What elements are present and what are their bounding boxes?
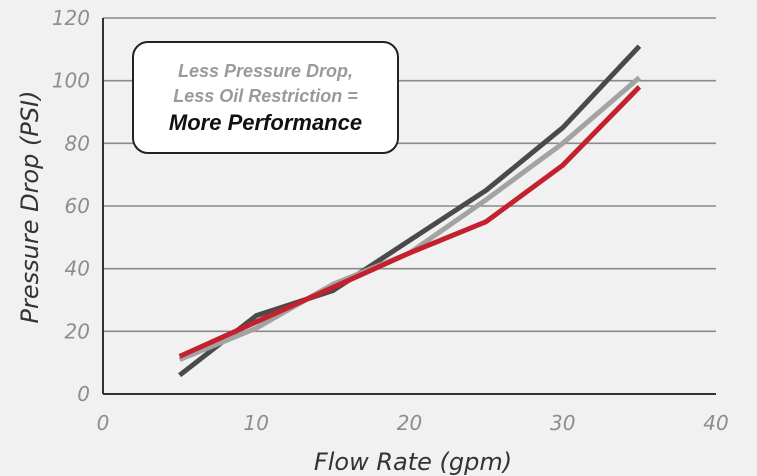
x-tick-label: 20 bbox=[397, 411, 422, 435]
y-tick-label: 80 bbox=[65, 131, 90, 155]
x-tick-labels: 0 10 20 30 40 bbox=[97, 411, 729, 435]
x-tick-label: 40 bbox=[703, 411, 728, 435]
data-series bbox=[178, 44, 642, 378]
series-line-1 bbox=[178, 44, 642, 378]
annotation-line-2: Less Oil Restriction = bbox=[173, 85, 358, 106]
x-axis-title: Flow Rate (gpm) bbox=[314, 448, 512, 476]
x-tick-label: 30 bbox=[550, 411, 575, 435]
series-line-3 bbox=[178, 85, 642, 359]
y-tick-labels: 0 20 40 60 80 100 120 bbox=[52, 6, 90, 406]
annotation-line-1: Less Pressure Drop, bbox=[177, 60, 354, 81]
x-tick-label: 0 bbox=[97, 411, 110, 435]
y-tick-label: 100 bbox=[52, 69, 90, 93]
y-tick-label: 20 bbox=[65, 319, 90, 343]
annotation-callout: Less Pressure Drop, Less Oil Restriction… bbox=[132, 41, 399, 154]
annotation-emphasis: More Performance bbox=[168, 109, 363, 135]
x-tick-label: 10 bbox=[244, 411, 269, 435]
y-tick-label: 120 bbox=[52, 6, 90, 30]
axes bbox=[102, 18, 716, 395]
y-tick-label: 40 bbox=[65, 257, 90, 281]
y-tick-label: 0 bbox=[77, 382, 90, 406]
y-tick-label: 60 bbox=[65, 194, 90, 218]
y-axis-title: Pressure Drop (PSI) bbox=[16, 91, 44, 324]
